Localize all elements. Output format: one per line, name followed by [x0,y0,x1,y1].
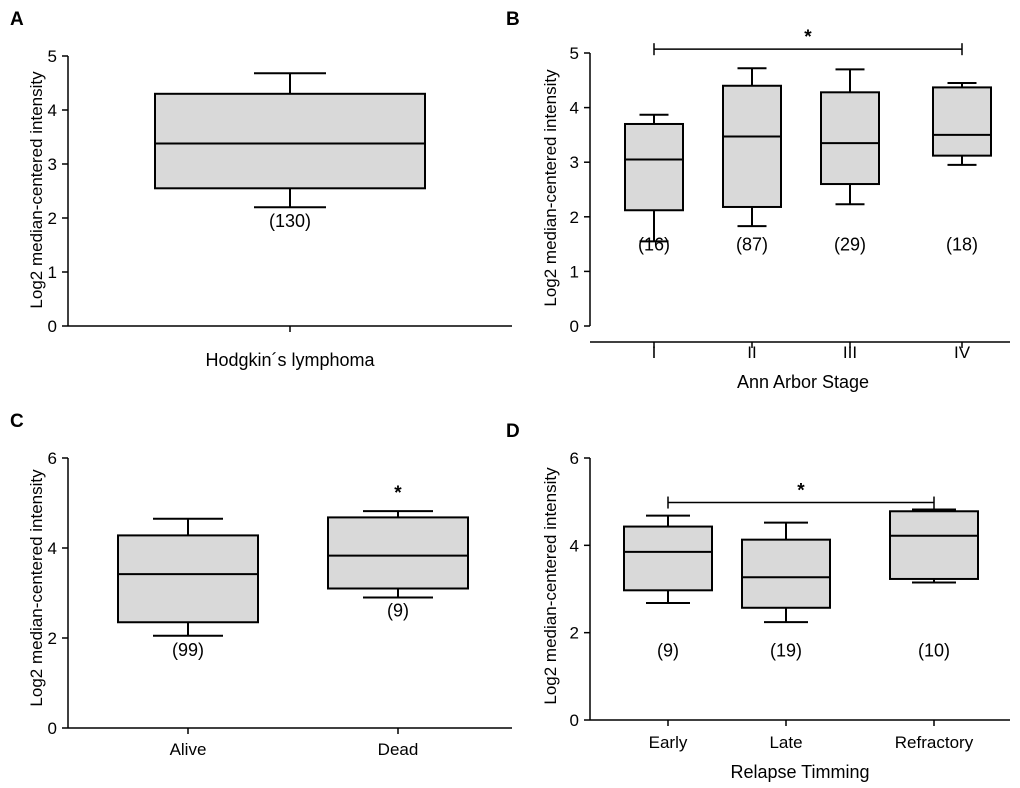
box-plot: (18) [932,82,992,255]
y-tick-label: 0 [48,719,57,738]
y-tick-label: 4 [48,539,57,558]
y-axis-label: Log2 median-centered intensity [541,69,560,307]
y-tick-label: 0 [48,317,57,336]
y-tick-label: 2 [48,209,57,228]
x-tick-label: III [843,343,857,362]
sample-size-label: (9) [387,601,409,621]
sample-size-label: (19) [770,641,802,661]
y-tick-label: 5 [570,44,579,63]
y-tick-label: 6 [48,449,57,468]
box-plot: (29) [820,68,880,255]
box-plot: (19) [741,521,831,661]
box-plot: (16) [624,113,684,255]
box-plot: (9) [623,514,713,661]
box-iqr [327,516,469,590]
box-iqr [889,510,979,580]
significance-star: * [804,27,812,48]
x-axis-label: Hodgkin´s lymphoma [205,350,375,370]
y-tick-label: 2 [48,629,57,648]
y-axis-label: Log2 median-centered intensity [27,71,46,309]
y-tick-label: 4 [48,101,57,120]
chart-panel-d: D 0 2 4 6 Log2 median-centered intensity (9) (1… [506,421,1010,782]
x-tick-label: I [652,343,657,362]
y-tick-label: 3 [48,155,57,174]
chart-panel-b: B 0 1 2 3 4 5 Log2 median-centered intensity (16… [506,9,1010,392]
x-tick-label: IV [954,343,971,362]
y-tick-label: 1 [48,263,57,282]
sample-size-label: (99) [172,640,204,660]
y-tick-label: 6 [570,449,579,468]
y-tick-label: 3 [570,153,579,172]
box-iqr [117,534,259,624]
sample-size-label: (16) [638,235,670,255]
box-plot: (130) [154,72,426,231]
box-iqr [154,92,426,190]
panel-letter: A [10,9,24,30]
sample-size-label: (18) [946,235,978,255]
x-tick-label: Alive [170,740,207,759]
box-iqr [741,538,831,609]
x-tick-label: Refractory [895,733,974,752]
y-tick-label: 4 [570,99,579,118]
x-axis-label: Relapse Timming [730,762,869,782]
sample-size-label: (87) [736,235,768,255]
box-plot: (87) [722,67,782,255]
y-tick-label: 2 [570,624,579,643]
box-plot: (10) [889,508,979,661]
significance-star: * [394,483,402,504]
sample-size-label: (130) [269,211,311,231]
box-iqr [624,122,684,212]
y-tick-label: 0 [570,317,579,336]
box-plot: (99) [117,517,259,660]
sample-size-label: (10) [918,641,950,661]
panel-letter: B [506,9,520,30]
x-axis-label: Ann Arbor Stage [737,372,869,392]
y-tick-label: 2 [570,208,579,227]
box-plot: (9) [327,510,469,621]
y-tick-label: 0 [570,711,579,730]
y-tick-label: 1 [570,262,579,281]
x-tick-label: Late [769,733,802,752]
y-axis-label: Log2 median-centered intensity [541,467,560,705]
significance-star: * [797,481,805,502]
box-iqr [623,525,713,592]
x-tick-label: II [747,343,756,362]
sample-size-label: (29) [834,235,866,255]
sample-size-label: (9) [657,641,679,661]
x-tick-label: Early [649,733,688,752]
box-iqr [932,86,992,157]
x-tick-label: Dead [378,740,419,759]
panel-letter: C [10,411,24,432]
panel-letter: D [506,421,520,442]
y-axis-label: Log2 median-centered intensity [27,469,46,707]
y-tick-label: 4 [570,536,579,555]
y-tick-label: 5 [48,47,57,66]
box-iqr [820,91,880,186]
box-iqr [722,84,782,208]
